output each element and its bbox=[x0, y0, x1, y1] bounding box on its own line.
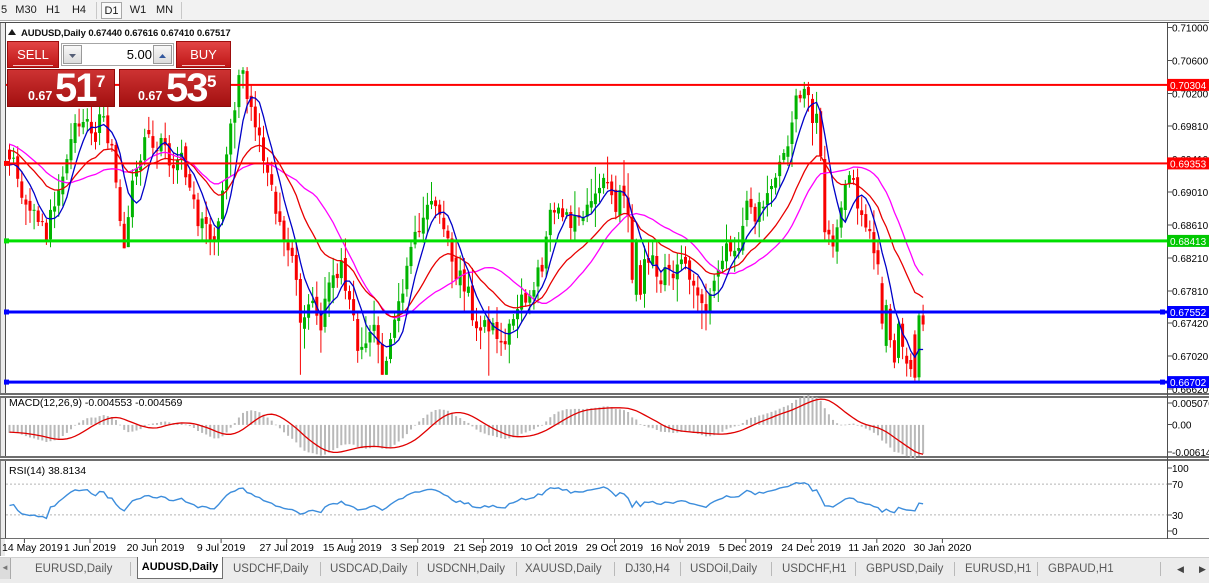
svg-text:0: 0 bbox=[1172, 527, 1178, 538]
svg-text:RSI(14) 38.8134: RSI(14) 38.8134 bbox=[9, 465, 86, 477]
svg-text:AUDUSD,Daily 0.67440 0.67616: AUDUSD,Daily 0.67440 0.67616 0.67410 0.6… bbox=[21, 28, 231, 39]
svg-text:27 Jul 2019: 27 Jul 2019 bbox=[260, 542, 314, 554]
svg-text:0.69810: 0.69810 bbox=[1172, 122, 1209, 133]
svg-text:15 Aug 2019: 15 Aug 2019 bbox=[323, 542, 382, 554]
svg-text:-0.006148: -0.006148 bbox=[1172, 448, 1209, 459]
svg-text:0.70304: 0.70304 bbox=[1170, 81, 1207, 92]
svg-text:3 Sep 2019: 3 Sep 2019 bbox=[391, 542, 445, 554]
svg-text:MACD(12,26,9) -0.004553 -0.004: MACD(12,26,9) -0.004553 -0.004569 bbox=[9, 397, 183, 409]
svg-text:11 Jan 2020: 11 Jan 2020 bbox=[848, 542, 905, 554]
svg-text:10 Oct 2019: 10 Oct 2019 bbox=[520, 542, 577, 554]
svg-text:0.70200: 0.70200 bbox=[1172, 90, 1209, 101]
svg-text:0.70600: 0.70600 bbox=[1172, 57, 1209, 68]
svg-text:0.67552: 0.67552 bbox=[1170, 308, 1207, 319]
svg-text:0.66702: 0.66702 bbox=[1170, 378, 1207, 389]
svg-text:29 Oct 2019: 29 Oct 2019 bbox=[586, 542, 643, 554]
svg-text:1 Jun 2019: 1 Jun 2019 bbox=[64, 542, 116, 554]
svg-text:0.69010: 0.69010 bbox=[1172, 188, 1209, 199]
svg-text:30 Jan 2020: 30 Jan 2020 bbox=[913, 542, 971, 554]
svg-text:0.68610: 0.68610 bbox=[1172, 221, 1209, 232]
svg-text:20 Jun 2019: 20 Jun 2019 bbox=[127, 542, 185, 554]
svg-text:100: 100 bbox=[1172, 464, 1189, 475]
svg-text:24 Dec 2019: 24 Dec 2019 bbox=[781, 542, 841, 554]
svg-text:14 May 2019: 14 May 2019 bbox=[2, 542, 63, 554]
svg-text:0.66620: 0.66620 bbox=[1172, 385, 1209, 396]
svg-text:0.67020: 0.67020 bbox=[1172, 352, 1209, 363]
svg-text:0.67420: 0.67420 bbox=[1172, 319, 1209, 330]
svg-text:0.67810: 0.67810 bbox=[1172, 287, 1209, 298]
svg-text:30: 30 bbox=[1172, 511, 1184, 522]
svg-text:0.71000: 0.71000 bbox=[1172, 24, 1209, 35]
svg-text:0.68210: 0.68210 bbox=[1172, 254, 1209, 265]
svg-text:21 Sep 2019: 21 Sep 2019 bbox=[454, 542, 514, 554]
svg-text:0.68413: 0.68413 bbox=[1170, 237, 1207, 248]
svg-text:0.00: 0.00 bbox=[1172, 421, 1192, 432]
svg-text:16 Nov 2019: 16 Nov 2019 bbox=[650, 542, 710, 554]
svg-text:0.005076: 0.005076 bbox=[1172, 399, 1209, 410]
svg-text:5 Dec 2019: 5 Dec 2019 bbox=[719, 542, 773, 554]
svg-text:70: 70 bbox=[1172, 480, 1184, 491]
svg-text:0.69353: 0.69353 bbox=[1170, 159, 1207, 170]
svg-text:9 Jul 2019: 9 Jul 2019 bbox=[197, 542, 246, 554]
